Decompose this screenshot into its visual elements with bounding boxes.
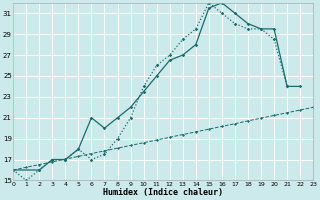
X-axis label: Humidex (Indice chaleur): Humidex (Indice chaleur) bbox=[103, 188, 223, 197]
